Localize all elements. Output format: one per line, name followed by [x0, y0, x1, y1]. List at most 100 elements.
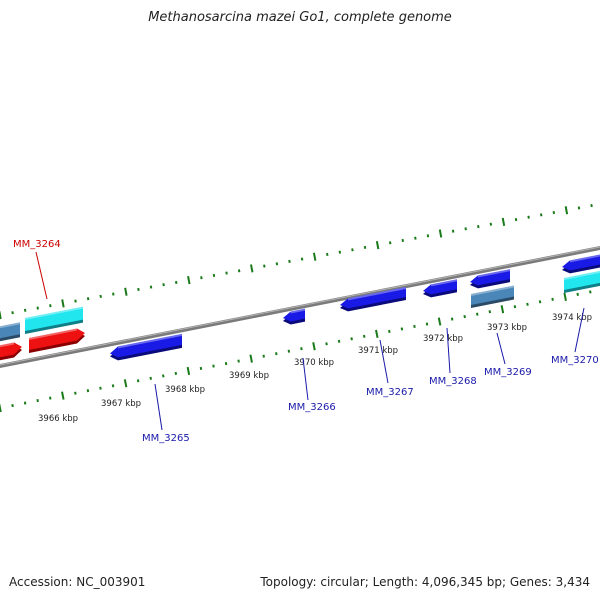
outer-tick	[501, 217, 506, 226]
scale-label-3969: 3969 kbp	[229, 371, 269, 381]
gene-label-mm3264[interactable]: MM_3264	[13, 239, 61, 250]
inner-tick	[86, 389, 90, 393]
gene-red-a[interactable]	[0, 342, 22, 361]
gene-red-a-body	[0, 342, 22, 358]
inner-tick	[425, 322, 429, 326]
gene-steel-b-body	[471, 285, 514, 305]
outer-tick	[577, 206, 581, 210]
inner-tick	[199, 366, 203, 371]
outer-tick	[137, 287, 140, 291]
gene-red-b-body	[29, 328, 85, 350]
genome-summary-text: Topology: circular; Length: 4,096,345 bp…	[260, 575, 590, 589]
inner-tick	[300, 347, 303, 351]
gene-cyan-b-body	[564, 270, 600, 290]
gene-red-b[interactable]	[29, 328, 85, 353]
inner-tick	[174, 371, 178, 375]
scale-label-3974: 3974 kbp	[552, 313, 592, 323]
gene-cyan-b[interactable]	[564, 270, 600, 293]
outer-tick	[174, 280, 178, 284]
gene-red-b-highlight	[29, 328, 77, 340]
outer-tick	[539, 213, 543, 217]
outer-tick	[212, 273, 216, 277]
outer-tick	[23, 308, 27, 312]
gene-blue-mm3269-body	[470, 269, 510, 286]
outer-tick	[49, 304, 52, 308]
inner-tick	[224, 361, 228, 366]
inner-tick	[61, 391, 65, 400]
inner-tick	[48, 396, 52, 400]
outer-tick	[200, 276, 203, 280]
outer-tick	[514, 217, 518, 222]
inner-tick	[262, 354, 265, 358]
inner-tick	[589, 290, 592, 294]
gene-blue-mm3266-highlight	[290, 308, 305, 314]
outer-tick	[438, 229, 443, 238]
gene-blue-mm3266-body	[283, 308, 305, 322]
outer-tick	[527, 215, 530, 219]
gene-steel-a[interactable]	[0, 322, 20, 342]
inner-tick	[287, 349, 291, 353]
outer-tick	[489, 222, 493, 226]
inner-tick	[388, 329, 391, 333]
inner-tick	[463, 315, 466, 319]
inner-tick	[350, 337, 353, 341]
inner-tick	[476, 312, 479, 316]
outer-tick	[464, 227, 467, 231]
scale-label-3970: 3970 kbp	[294, 358, 334, 368]
gene-label-leaders	[35, 251, 585, 431]
gene-features	[0, 254, 600, 361]
leader-mm3268	[446, 327, 451, 374]
outer-tick	[99, 294, 102, 298]
gene-label-mm3268[interactable]: MM_3268	[429, 376, 477, 387]
gene-steel-b[interactable]	[471, 285, 514, 308]
outer-tick	[351, 248, 354, 252]
outer-tick	[225, 271, 228, 275]
inner-tick	[500, 305, 505, 314]
gene-cyan-a-highlight	[25, 306, 83, 320]
gene-blue-mm3270[interactable]	[562, 254, 600, 274]
gene-label-mm3270[interactable]: MM_3270	[551, 355, 599, 366]
outer-tick	[263, 264, 266, 268]
gene-label-mm3265[interactable]: MM_3265	[142, 433, 190, 444]
outer-tick	[477, 224, 480, 229]
gene-blue-mm3269[interactable]	[470, 269, 510, 289]
inner-tick	[111, 384, 115, 388]
gene-label-mm3269[interactable]: MM_3269	[484, 367, 532, 378]
outer-tick	[451, 229, 455, 233]
leader-mm3265	[154, 383, 163, 431]
leader-mm3267	[379, 339, 389, 384]
gene-cyan-a[interactable]	[25, 306, 83, 334]
gene-blue-mm3269-highlight	[478, 269, 510, 278]
outer-scale-ticks	[0, 204, 593, 320]
gene-blue-mm3267[interactable]	[340, 287, 406, 312]
gene-blue-mm3268[interactable]	[423, 279, 457, 298]
outer-tick	[112, 292, 115, 296]
outer-tick	[86, 297, 90, 301]
inner-tick	[123, 379, 128, 388]
scale-label-3971: 3971 kbp	[358, 346, 398, 356]
leader-mm3270	[574, 307, 585, 353]
gene-label-mm3266[interactable]: MM_3266	[288, 402, 336, 413]
gene-blue-mm3265[interactable]	[110, 333, 182, 361]
gene-blue-mm3268-highlight	[431, 279, 457, 287]
outer-tick	[36, 306, 39, 310]
inner-tick	[275, 352, 278, 356]
scale-label-3967: 3967 kbp	[101, 399, 141, 409]
outer-tick	[590, 204, 593, 208]
gene-steel-a-body	[0, 322, 20, 339]
inner-tick	[186, 366, 191, 376]
gene-label-mm3267[interactable]: MM_3267	[366, 387, 414, 398]
gene-blue-mm3266[interactable]	[283, 308, 305, 325]
inner-tick	[526, 302, 529, 306]
inner-tick	[362, 334, 366, 338]
leader-mm3269	[496, 332, 506, 365]
scale-labels: 3966 kbp 3967 kbp 3968 kbp 3969 kbp 3970…	[38, 313, 592, 424]
gene-blue-mm3265-highlight	[118, 333, 182, 349]
outer-tick	[401, 238, 405, 243]
outer-tick	[388, 241, 392, 245]
gene-red-a-highlight	[0, 342, 14, 348]
outer-tick	[338, 250, 342, 254]
inner-tick	[538, 300, 542, 304]
scale-label-3973: 3973 kbp	[487, 323, 527, 333]
